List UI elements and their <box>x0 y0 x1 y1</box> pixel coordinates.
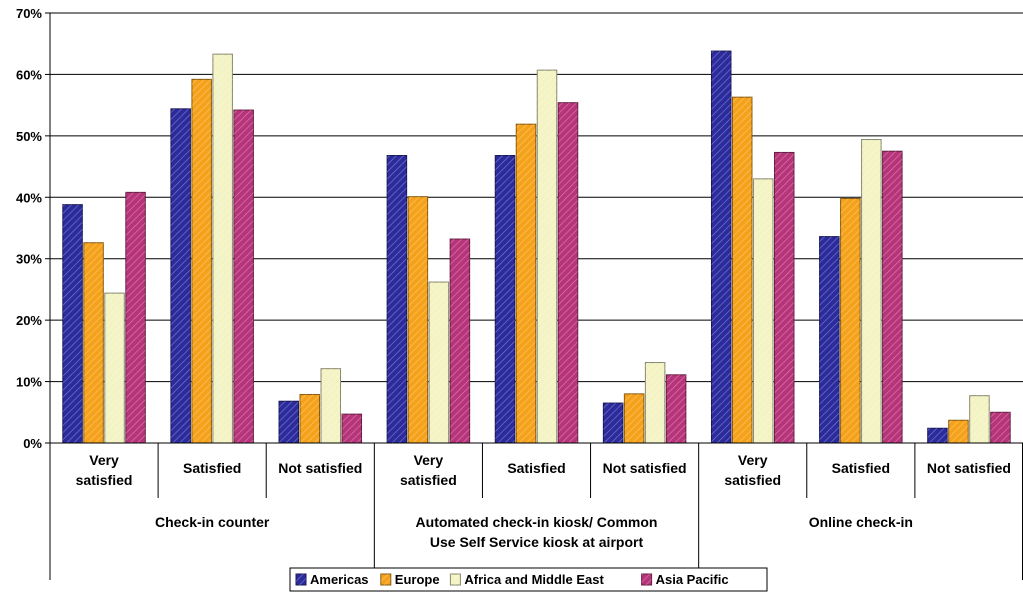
legend-item: Americas <box>295 572 369 587</box>
bar <box>407 196 429 444</box>
bars <box>62 50 1011 444</box>
y-tick-label: 30% <box>16 252 42 267</box>
bar <box>840 198 861 444</box>
bar <box>449 238 471 444</box>
category-label: Satisfied <box>832 460 890 476</box>
bar <box>170 108 191 444</box>
bar <box>927 427 948 444</box>
bar <box>233 109 254 444</box>
category-label: satisfied <box>400 472 457 488</box>
bar <box>299 393 321 444</box>
legend-item: Africa and Middle East <box>449 572 604 587</box>
y-tick-label: 40% <box>16 190 42 205</box>
group-label: Use Self Service kiosk at airport <box>430 534 644 550</box>
category-label: satisfied <box>76 472 133 488</box>
group-label: Check-in counter <box>155 514 270 530</box>
y-tick-label: 50% <box>16 129 42 144</box>
category-label: Not satisfied <box>278 460 362 476</box>
bar <box>494 155 516 444</box>
bar <box>341 413 363 444</box>
bar <box>731 96 753 444</box>
bar <box>710 50 732 444</box>
legend-item: Asia Pacific <box>641 572 729 587</box>
legend-label: Americas <box>310 572 369 587</box>
legend-item: Europe <box>380 572 440 587</box>
category-label: Very <box>738 452 768 468</box>
bar <box>665 374 687 444</box>
bar <box>990 411 1011 444</box>
legend-label: Asia Pacific <box>656 572 729 587</box>
category-label: satisfied <box>724 472 781 488</box>
bar <box>861 139 882 444</box>
bar <box>644 362 666 444</box>
bar <box>83 242 104 444</box>
bar <box>752 178 774 444</box>
group-label: Online check-in <box>809 514 913 530</box>
bar <box>623 393 645 444</box>
y-tick-label: 70% <box>16 6 42 21</box>
y-tick-label: 0% <box>23 436 42 451</box>
bar <box>819 236 840 444</box>
y-axis-tick-labels: 0% 10% 20% 30% 40% 50% 60% 70% <box>16 6 42 451</box>
bar <box>104 292 125 444</box>
legend-label: Africa and Middle East <box>464 572 604 587</box>
bar <box>62 204 83 444</box>
bar <box>278 400 300 444</box>
bar <box>428 281 450 444</box>
bar <box>320 368 342 444</box>
bar <box>602 402 624 444</box>
bar <box>557 102 579 444</box>
bar <box>536 69 558 444</box>
legend-label: Europe <box>395 572 440 587</box>
bar <box>969 395 990 444</box>
category-label: Not satisfied <box>603 460 687 476</box>
y-tick-label: 10% <box>16 375 42 390</box>
bar <box>773 151 795 444</box>
x-axis-category-labels: Very satisfied Satisfied Not satisfied Very s… <box>76 452 1011 488</box>
y-tick-label: 20% <box>16 313 42 328</box>
legend: Americas Europe Africa and Middle East Asia… <box>289 567 768 592</box>
x-axis-group-labels: Check-in counter Automated check-in kiosk… <box>155 514 913 550</box>
bar <box>948 419 969 444</box>
category-label: Very <box>414 452 444 468</box>
bar <box>212 53 233 444</box>
axes <box>45 12 1023 580</box>
category-label: Very <box>89 452 119 468</box>
category-label: Satisfied <box>183 460 241 476</box>
category-label: Not satisfied <box>927 460 1011 476</box>
bar <box>882 150 903 444</box>
bar <box>515 123 537 444</box>
y-tick-label: 60% <box>16 67 42 82</box>
bar <box>125 191 146 444</box>
category-label: Satisfied <box>507 460 565 476</box>
gridlines <box>50 12 1023 383</box>
bar <box>386 155 408 444</box>
group-label: Automated check-in kiosk/ Common <box>416 514 658 530</box>
bar <box>191 78 212 444</box>
